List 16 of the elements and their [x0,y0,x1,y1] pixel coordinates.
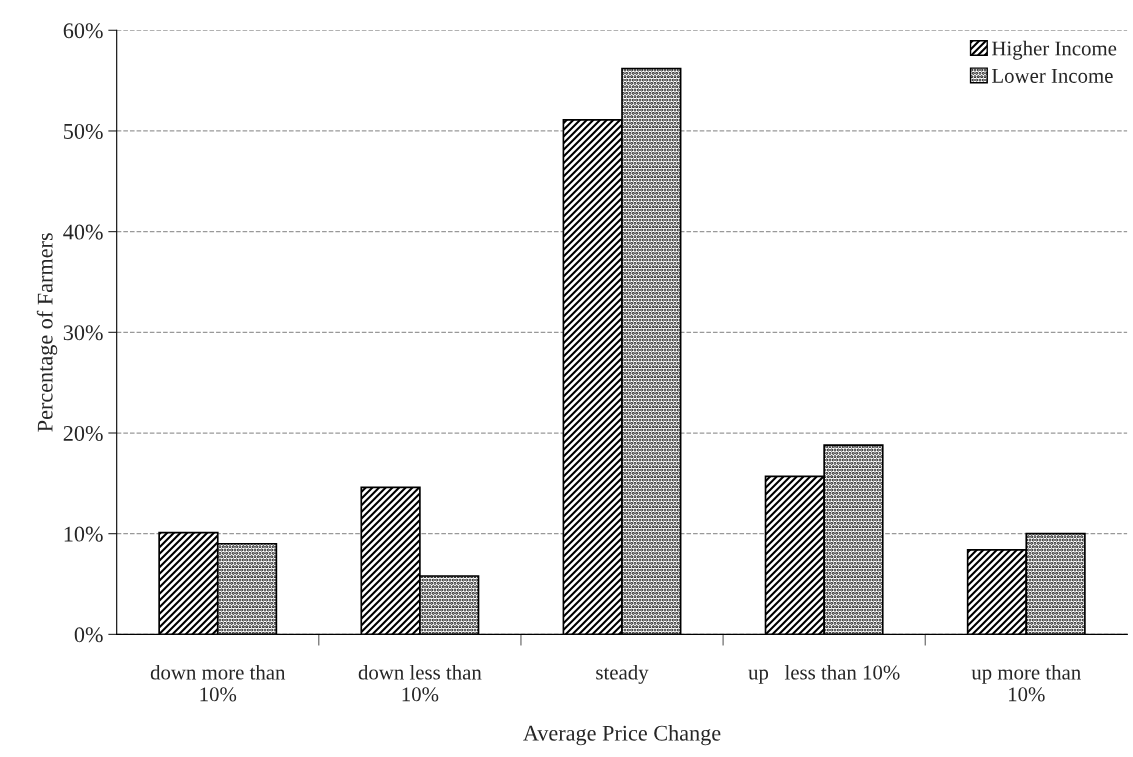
legend-label: Higher Income [991,40,1117,60]
y-tick-label: 30% [63,325,103,341]
y-tick-label: 40% [63,224,103,240]
y-tick-label: 50% [64,123,103,139]
y-tick-label: 10% [64,526,103,542]
x-tick-label: steady [596,664,649,684]
x-tick-label: down more than 10% [150,664,286,702]
y-tick-label: 60% [63,23,103,39]
y-axis-title: Percentage of Farmers [36,233,58,432]
x-tick-label: up more than 10% [971,664,1081,702]
x-axis-title: Average Price Change [523,725,721,746]
x-tick-label: up less than 10% [748,664,900,684]
y-tick-label: 0% [74,627,103,643]
x-tick-label: down less than 10% [358,664,482,702]
y-tick-label: 20% [63,425,103,442]
legend-label: Lower Income [991,69,1113,83]
